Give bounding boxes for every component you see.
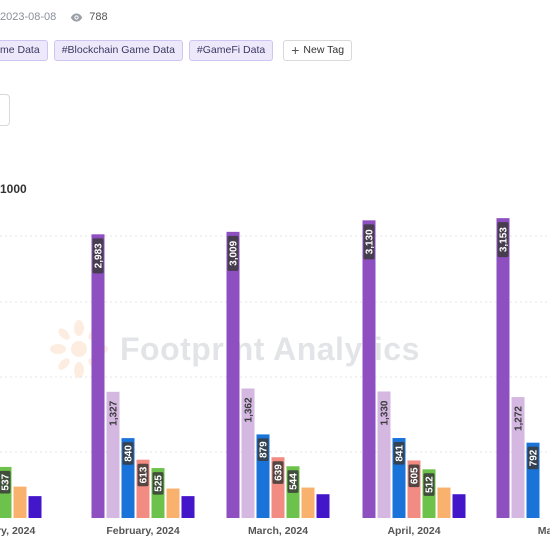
bar[interactable] — [301, 487, 315, 518]
data-label: 525 — [154, 475, 165, 492]
bar-chart: 887636537uary, 20242,9831,327840613525Fe… — [0, 218, 550, 537]
bar[interactable] — [241, 388, 255, 518]
data-label-background — [92, 238, 104, 274]
x-tick-label: March, 2024 — [248, 525, 308, 537]
bar[interactable] — [91, 234, 105, 518]
data-label-background — [227, 235, 239, 271]
data-label: 512 — [425, 476, 436, 493]
y-axis-label: 1000 — [0, 182, 27, 196]
plus-icon: + — [291, 42, 300, 58]
bar[interactable] — [437, 487, 451, 518]
data-label: 639 — [274, 464, 285, 481]
bar[interactable] — [377, 391, 391, 518]
data-label-background — [363, 224, 375, 260]
data-label: 1,362 — [244, 397, 255, 422]
data-label-background — [0, 470, 11, 494]
x-tick-label: uary, 2024 — [0, 525, 35, 537]
view-count: 788 — [89, 11, 108, 23]
tag-chip[interactable]: me Data — [0, 40, 48, 61]
bar[interactable] — [166, 488, 180, 518]
bar[interactable] — [362, 220, 376, 518]
data-label: 3,130 — [365, 229, 376, 254]
data-label: 1,330 — [380, 400, 391, 425]
bar[interactable] — [28, 496, 42, 518]
bar[interactable] — [316, 494, 330, 518]
data-label-background — [272, 461, 284, 484]
data-label-background — [257, 438, 269, 462]
data-label: 792 — [529, 449, 540, 466]
meta-row: 2023-08-08 788 — [0, 8, 108, 26]
data-label-background — [423, 473, 435, 496]
bar[interactable] — [181, 496, 195, 518]
data-label: 537 — [1, 473, 12, 490]
bar[interactable] — [496, 218, 510, 518]
data-label-background — [408, 464, 420, 488]
created-date: 2023-08-08 — [0, 11, 57, 23]
bar[interactable] — [13, 486, 27, 518]
bar[interactable] — [226, 231, 240, 518]
data-label: 1,272 — [514, 406, 525, 431]
eye-icon — [70, 11, 83, 24]
input-box-edge[interactable] — [0, 94, 10, 126]
data-label: 605 — [410, 467, 421, 484]
new-tag-button[interactable]: + New Tag — [283, 40, 353, 61]
new-tag-label: New Tag — [303, 44, 345, 56]
tag-chip[interactable]: #Blockchain Game Data — [53, 40, 183, 61]
data-label: 3,153 — [499, 227, 510, 252]
data-label-background — [152, 472, 164, 495]
x-tick-label: May — [538, 525, 550, 537]
bar[interactable] — [452, 494, 466, 518]
data-label-background — [527, 446, 539, 470]
x-tick-label: April, 2024 — [387, 525, 440, 537]
data-label-background — [497, 222, 509, 258]
bar[interactable] — [106, 391, 120, 518]
tag-list: me Data #Blockchain Game Data #GameFi Da… — [0, 40, 353, 61]
data-label-background — [137, 463, 149, 487]
tag-chip[interactable]: #GameFi Data — [188, 40, 274, 61]
data-label: 3,009 — [229, 240, 240, 265]
data-label: 841 — [395, 445, 406, 462]
data-label-background — [287, 470, 299, 493]
data-label: 544 — [289, 473, 300, 490]
data-label: 840 — [124, 445, 135, 462]
data-label: 1,327 — [109, 400, 120, 425]
data-label-background — [122, 442, 134, 465]
data-label: 2,983 — [94, 243, 105, 268]
data-label-background — [393, 442, 405, 465]
data-label: 879 — [259, 441, 270, 458]
x-tick-label: February, 2024 — [106, 525, 180, 537]
bar[interactable] — [511, 397, 525, 518]
data-label: 613 — [139, 466, 150, 483]
